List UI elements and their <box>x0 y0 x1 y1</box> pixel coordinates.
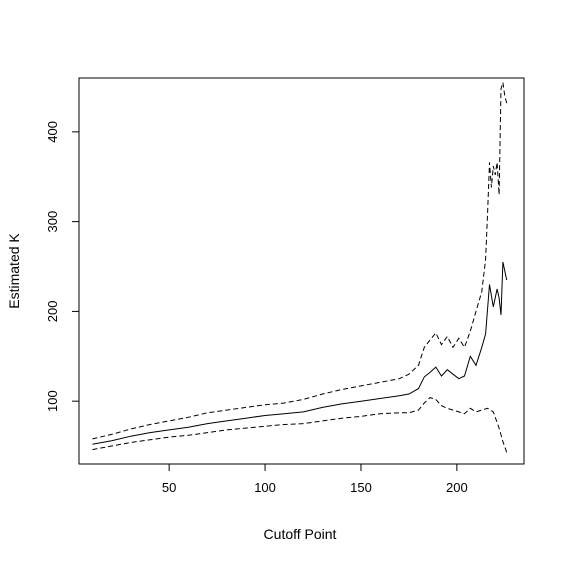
series-layer <box>92 82 508 453</box>
x-axis: 50 100 150 200 <box>162 463 468 495</box>
y-tick-label: 300 <box>45 211 60 233</box>
x-axis-title: Cutoff Point <box>264 526 337 542</box>
series-line-estimate <box>92 261 508 445</box>
y-tick-label: 100 <box>45 390 60 412</box>
x-tick-label: 150 <box>350 480 372 495</box>
series-line-upper-bound <box>92 82 508 440</box>
x-tick-label: 100 <box>254 480 276 495</box>
y-axis-title: Estimated K <box>6 233 22 309</box>
y-axis: 100 200 300 400 <box>45 121 80 412</box>
plot-box <box>78 77 525 465</box>
series-line-lower-bound <box>92 397 508 453</box>
x-tick-label: 50 <box>162 480 176 495</box>
x-tick-label: 200 <box>446 480 468 495</box>
y-tick-label: 200 <box>45 301 60 323</box>
y-tick-label: 400 <box>45 121 60 143</box>
